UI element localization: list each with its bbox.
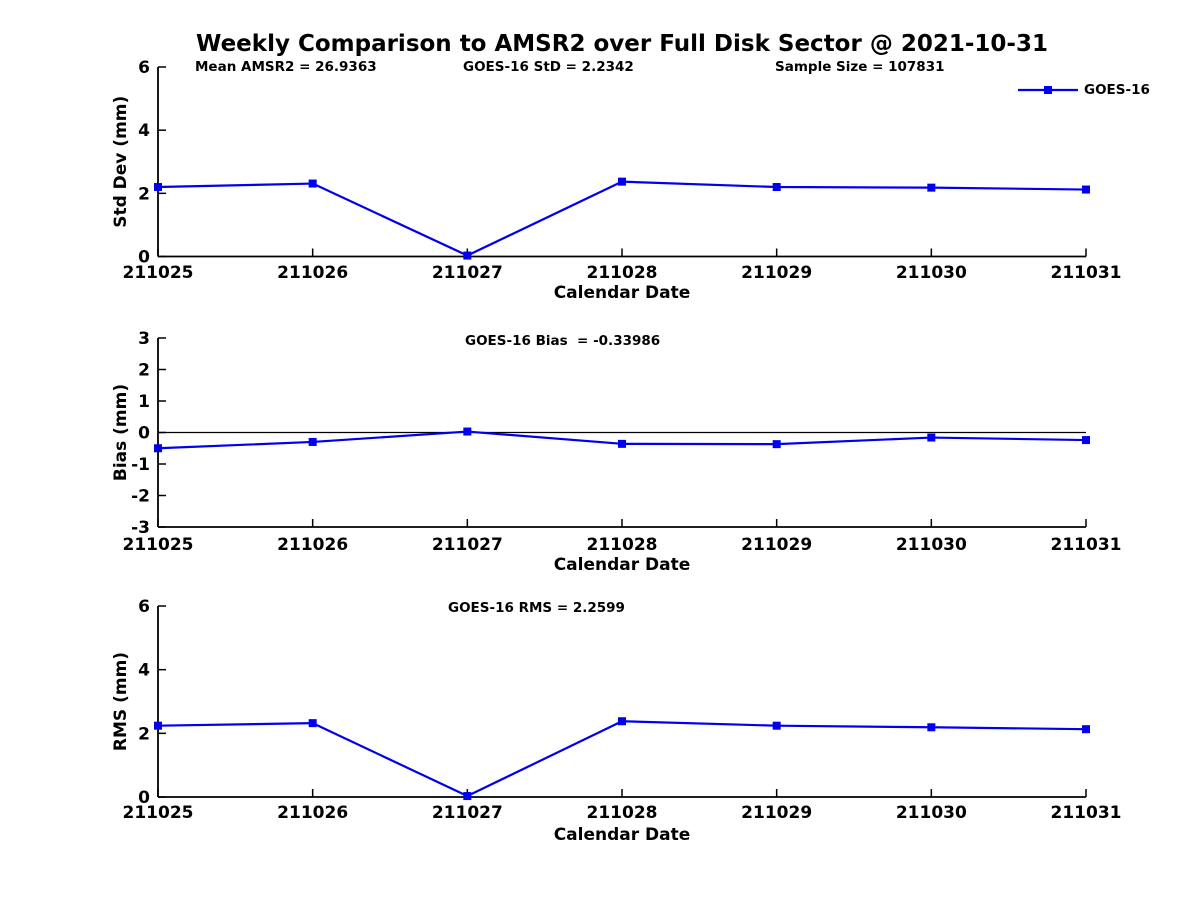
data-point: [308, 437, 317, 446]
data-point: [1082, 436, 1090, 445]
x-tick-label: 211030: [896, 803, 967, 823]
y-tick-label: 6: [138, 58, 150, 78]
y-tick-label: 2: [138, 724, 150, 744]
x-tick-label: 211028: [587, 263, 658, 283]
y-tick-label: 0: [138, 788, 150, 808]
legend: GOES-16: [1017, 82, 1150, 98]
data-point: [772, 440, 781, 449]
y-tick-label: 4: [138, 121, 150, 141]
y-tick-label: 6: [138, 597, 150, 617]
x-tick-label: 211026: [277, 535, 348, 555]
legend-marker-icon: [1044, 86, 1052, 94]
data-point: [463, 251, 472, 260]
x-tick-label: 211027: [432, 535, 503, 555]
legend-line-sample: [1018, 86, 1078, 94]
x-tick-label: 211029: [741, 263, 812, 283]
y-tick-label: 4: [138, 661, 150, 681]
x-axis-label: Calendar Date: [554, 283, 691, 303]
x-tick-label: 211030: [896, 535, 967, 555]
y-axis-label: Std Dev (mm): [111, 96, 131, 228]
x-tick-label: 211031: [1051, 803, 1122, 823]
chart-annotation: GOES-16 Bias = -0.33986: [465, 333, 660, 349]
x-tick-label: 211026: [277, 803, 348, 823]
x-tick-label: 211029: [741, 803, 812, 823]
x-tick-label: 211030: [896, 263, 967, 283]
y-tick-label: 0: [138, 248, 150, 268]
x-tick-label: 211031: [1051, 263, 1122, 283]
data-point: [154, 721, 162, 730]
figure-title: Weekly Comparison to AMSR2 over Full Dis…: [196, 31, 1048, 57]
x-tick-label: 211025: [123, 263, 194, 283]
y-axis-label: Bias (mm): [111, 384, 131, 481]
y-tick-label: 1: [138, 392, 150, 412]
x-tick-label: 211027: [432, 263, 503, 283]
y-tick-label: 2: [138, 184, 150, 204]
x-tick-label: 211026: [277, 263, 348, 283]
data-point: [308, 179, 317, 188]
data-point: [463, 427, 472, 436]
x-tick-label: 211028: [587, 535, 658, 555]
data-point: [1082, 725, 1090, 734]
data-point: [927, 183, 936, 192]
chart-rms: 0 2 4 6 211025 211026 211027 211028 211029 211030…: [111, 597, 1121, 845]
data-point: [927, 433, 936, 442]
y-tick-label: 3: [138, 329, 150, 349]
x-tick-label: 211031: [1051, 535, 1122, 555]
x-axis-label: Calendar Date: [554, 555, 691, 575]
data-point: [463, 792, 472, 801]
y-tick-label: 0: [138, 424, 150, 444]
annotation-sample-size: Sample Size = 107831: [775, 59, 945, 75]
data-point: [772, 721, 781, 730]
x-axis-label: Calendar Date: [554, 825, 691, 845]
data-point: [1082, 185, 1090, 194]
series-line-goes-16: [157, 720, 1087, 798]
x-tick-label: 211029: [741, 535, 812, 555]
chart-std-dev: 0 2 4 6 211025 211026 211027 211028 211029 211030…: [111, 58, 1121, 303]
y-tick-label: -1: [131, 455, 150, 475]
y-tick-label: -3: [131, 518, 150, 538]
x-tick-label: 211025: [123, 535, 194, 555]
x-tick-label: 211028: [587, 803, 658, 823]
data-point: [772, 183, 781, 192]
y-tick-label: 2: [138, 361, 150, 381]
data-point: [618, 717, 626, 726]
data-point: [154, 183, 162, 192]
data-point: [154, 444, 162, 453]
y-tick-label: -2: [131, 487, 150, 507]
annotation-mean-amsr2: Mean AMSR2 = 26.9363: [195, 59, 377, 75]
data-point: [618, 439, 626, 448]
y-axis-label: RMS (mm): [111, 652, 131, 751]
data-point: [308, 719, 317, 728]
chart-annotation: GOES-16 RMS = 2.2599: [448, 600, 625, 616]
legend-label: GOES-16: [1084, 82, 1150, 98]
series-line-goes-16: [157, 180, 1087, 257]
x-tick-label: 211027: [432, 803, 503, 823]
annotation-goes16-std: GOES-16 StD = 2.2342: [463, 59, 634, 75]
data-point: [618, 177, 626, 186]
data-point: [927, 723, 936, 732]
x-tick-label: 211025: [123, 803, 194, 823]
